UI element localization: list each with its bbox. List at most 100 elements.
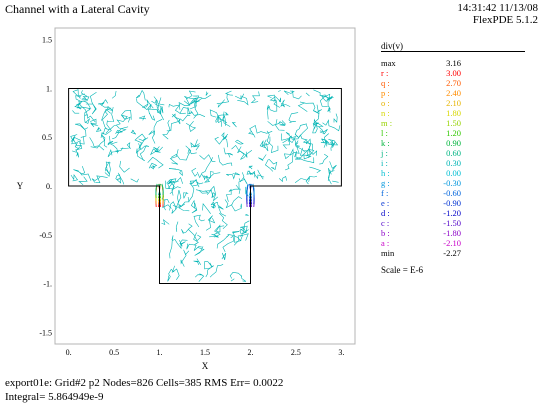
contour-line <box>327 97 334 113</box>
contour-line <box>259 136 271 149</box>
contour-line <box>148 130 156 144</box>
contour-line <box>319 153 329 165</box>
contour-line <box>156 97 164 115</box>
contour-line <box>248 131 256 138</box>
contour-line <box>179 107 193 115</box>
contour-line <box>179 239 188 247</box>
contour-line <box>70 174 79 182</box>
contour-line <box>183 191 189 199</box>
legend-label: l : <box>381 128 388 138</box>
contour-line <box>194 273 205 282</box>
contour-line <box>102 128 110 135</box>
legend-value: -2.10 <box>443 238 461 248</box>
y-tick-label: -0.5 <box>39 231 52 240</box>
contour-line <box>130 178 139 183</box>
contour-line <box>237 96 249 106</box>
legend-label: f : <box>381 188 389 198</box>
contour-line <box>153 96 165 106</box>
contour-line <box>191 167 198 177</box>
contour-line <box>78 176 88 186</box>
contour-line <box>204 171 214 183</box>
contour-line <box>222 115 231 127</box>
contour-line <box>171 113 181 125</box>
contour-line <box>231 122 237 128</box>
contour-line <box>163 199 170 204</box>
contour-line <box>189 179 199 187</box>
contour-line <box>258 154 267 162</box>
contour-line <box>111 90 117 99</box>
legend-label: p : <box>381 88 390 98</box>
contour-line <box>183 97 202 106</box>
contour-line <box>314 104 322 113</box>
contour-line <box>238 172 245 183</box>
contour-line <box>130 129 137 135</box>
contour-line <box>249 125 273 136</box>
contour-line <box>312 111 325 135</box>
contour-line <box>239 220 250 235</box>
contour-line <box>138 115 147 121</box>
contour-line <box>134 133 146 147</box>
contour-line <box>70 136 79 150</box>
contour-line <box>89 118 99 128</box>
legend-divider <box>381 51 525 52</box>
timestamp: 14:31:42 11/13/08 <box>457 2 538 14</box>
legend-value: 0.90 <box>446 138 461 148</box>
contour-line <box>306 145 318 157</box>
contour-line <box>106 106 113 111</box>
contour-line <box>300 134 313 151</box>
contour-line <box>295 149 315 160</box>
contour-line <box>84 114 96 123</box>
contour-line <box>226 172 240 180</box>
contour-line <box>171 265 180 280</box>
x-axis: 0. 0.5 1. 1.5 2. 2.5 3. <box>66 348 345 357</box>
contour-line <box>178 203 190 212</box>
legend-value: 2.10 <box>446 98 461 108</box>
legend-label: k : <box>381 138 390 148</box>
contour-line <box>153 146 163 153</box>
x-tick-label: 1. <box>157 348 163 357</box>
contour-line <box>202 203 211 214</box>
contour-line <box>281 133 301 141</box>
contour-line <box>95 127 102 132</box>
contour-line <box>226 188 241 202</box>
contour-line <box>138 143 150 161</box>
contour-line <box>224 90 233 96</box>
contour-line <box>263 139 269 152</box>
contour-line <box>168 168 183 177</box>
contour-line <box>214 136 224 145</box>
contour-line <box>285 132 291 142</box>
legend-label: b : <box>381 228 390 238</box>
timestamp-block: 14:31:42 11/13/08 FlexPDE 5.1.2 <box>457 2 538 26</box>
contour-line <box>107 135 114 146</box>
y-tick-label: -1.5 <box>39 328 52 337</box>
contour-line <box>198 189 209 194</box>
legend-label: n : <box>381 108 390 118</box>
legend-value: -0.30 <box>443 178 461 188</box>
contour-line <box>217 111 229 124</box>
contour-line <box>193 214 205 228</box>
contour-line <box>319 129 328 134</box>
version-label: FlexPDE 5.1.2 <box>472 14 538 26</box>
contour-line <box>195 185 216 199</box>
contour-line <box>234 93 245 100</box>
contour-line <box>175 221 179 232</box>
contour-line <box>313 89 330 101</box>
contour-line <box>75 95 83 106</box>
y-tick-label: 0.5 <box>42 133 52 142</box>
contour-line <box>333 113 338 123</box>
legend-value: -1.20 <box>443 208 461 218</box>
contour-line <box>109 114 128 131</box>
contour-line <box>115 174 122 184</box>
contour-line <box>278 176 287 183</box>
x-tick-label: 2.5 <box>291 348 301 357</box>
contour-line <box>147 156 164 169</box>
contour-line <box>275 119 285 131</box>
legend-value: 3.00 <box>446 68 461 78</box>
contour-line <box>303 138 311 152</box>
contour-line <box>332 180 339 183</box>
contour-line <box>232 231 242 243</box>
contour-line <box>151 99 162 114</box>
contour-line <box>166 114 191 132</box>
contour-line <box>101 108 111 121</box>
contour-line <box>181 223 193 234</box>
